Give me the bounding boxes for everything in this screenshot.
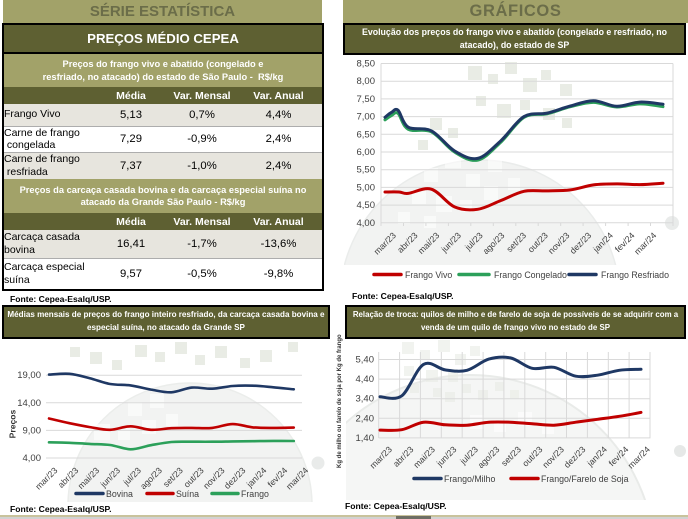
svg-text:9,00: 9,00 [23,425,42,436]
svg-text:7,50: 7,50 [357,94,376,105]
svg-text:Frango: Frango [241,489,269,499]
svg-text:1,40: 1,40 [356,433,375,444]
svg-text:4,40: 4,40 [356,374,375,385]
svg-text:mar/24: mar/24 [626,444,652,470]
svg-text:Kg de milho ou farelo de soja: Kg de milho ou farelo de soja por Kg de … [337,334,343,468]
svg-text:Bovina: Bovina [106,489,133,499]
svg-text:Frango Resfriado: Frango Resfriado [601,270,669,280]
svg-text:6,00: 6,00 [357,147,376,158]
svg-text:mar/23: mar/23 [33,465,59,491]
svg-text:8,00: 8,00 [357,76,376,87]
svg-text:Frango/Milho: Frango/Milho [444,474,495,484]
svg-text:mar/24: mar/24 [632,230,658,256]
svg-text:Frango/Farelo de Soja: Frango/Farelo de Soja [541,474,629,484]
svg-text:5,50: 5,50 [357,165,376,176]
svg-text:8,50: 8,50 [357,59,376,70]
svg-text:4,00: 4,00 [23,453,42,464]
svg-text:14,00: 14,00 [17,398,41,409]
svg-text:4,50: 4,50 [357,200,376,211]
svg-text:Frango Congelado: Frango Congelado [494,270,567,280]
svg-text:3,40: 3,40 [356,394,375,405]
svg-text:Preços: Preços [8,409,18,438]
svg-text:5,40: 5,40 [356,355,375,366]
svg-text:Frango Vivo: Frango Vivo [405,270,452,280]
svg-text:6,50: 6,50 [357,129,376,140]
svg-text:19,00: 19,00 [17,370,41,381]
svg-text:Suína: Suína [176,489,199,499]
svg-text:4,00: 4,00 [357,218,376,229]
svg-text:2,40: 2,40 [356,413,375,424]
svg-text:7,00: 7,00 [357,112,376,123]
svg-text:5,00: 5,00 [357,182,376,193]
